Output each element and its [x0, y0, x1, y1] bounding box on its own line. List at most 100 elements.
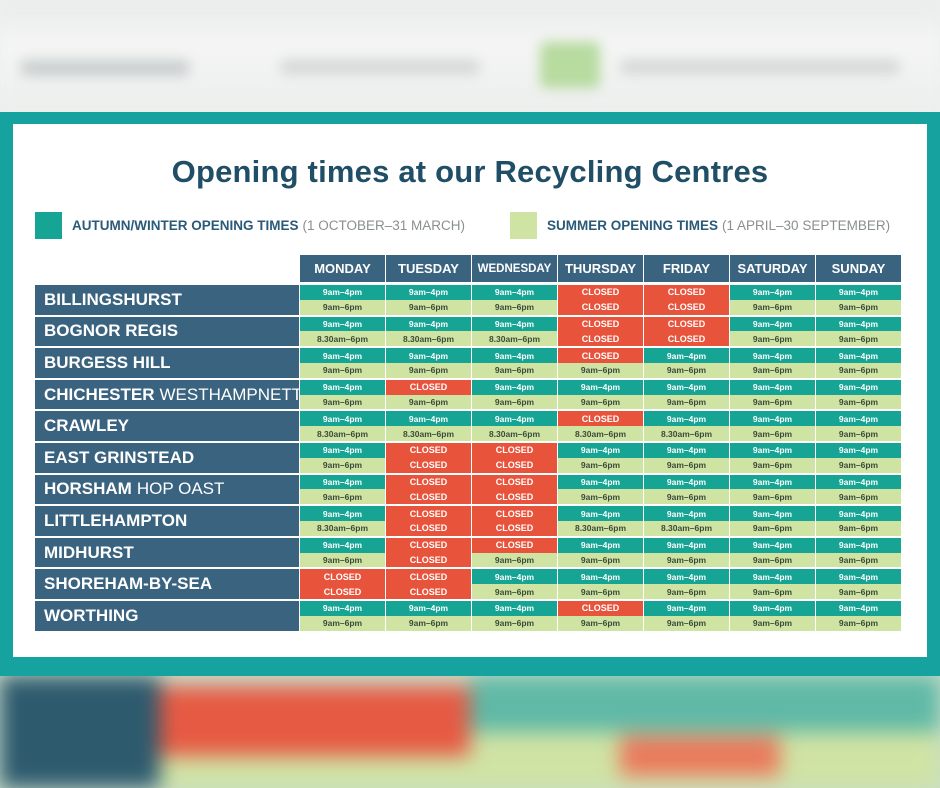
hours-cell: 9am–4pm 9am–6pm: [815, 316, 901, 349]
centre-name-suffix: WESTHAMPNETT: [159, 384, 303, 404]
hours-cell: 9am–4pm 9am–6pm: [815, 442, 901, 475]
autumn-winter-hours: 9am–4pm: [472, 348, 557, 363]
centre-name-label: BOGNOR REGIS: [44, 321, 179, 341]
autumn-winter-hours: 9am–4pm: [300, 537, 385, 553]
hours-cell: 9am–4pm 8.30am–6pm: [299, 411, 385, 443]
autumn-winter-hours: 9am–4pm: [300, 474, 385, 490]
hours-cell: CLOSED 9am–6pm: [557, 348, 643, 380]
centre-name-label: CRAWLEY: [44, 416, 129, 436]
summer-hours: CLOSED: [472, 520, 557, 536]
summer-hours: 9am–6pm: [558, 394, 643, 410]
hours-cell: CLOSED CLOSED: [557, 316, 643, 349]
summer-hours: CLOSED: [386, 489, 471, 505]
hours-cell: CLOSED 9am–6pm: [471, 537, 557, 570]
autumn-winter-hours: CLOSED: [386, 474, 471, 490]
autumn-winter-hours: 9am–4pm: [558, 506, 643, 521]
blurred-background-top: [0, 0, 940, 112]
summer-hours: 9am–6pm: [386, 394, 471, 410]
autumn-winter-hours: CLOSED: [386, 537, 471, 553]
autumn-winter-hours: 9am–4pm: [472, 569, 557, 585]
hours-cell: 9am–4pm 9am–6pm: [729, 411, 815, 443]
autumn-winter-hours: 9am–4pm: [300, 442, 385, 458]
autumn-winter-hours: 9am–4pm: [730, 537, 815, 553]
hours-cell: CLOSED CLOSED: [471, 442, 557, 475]
summer-hours: 9am–6pm: [558, 552, 643, 568]
legend-autumn-winter-swatch: [35, 211, 62, 239]
centre-name: LITTLEHAMPTON: [35, 506, 299, 538]
summer-hours: 8.30am–6pm: [558, 426, 643, 441]
autumn-winter-hours: CLOSED: [386, 379, 471, 395]
hours-cell: 9am–4pm 9am–6pm: [299, 537, 385, 570]
autumn-winter-hours: 9am–4pm: [644, 506, 729, 521]
hours-cell: 9am–4pm 9am–6pm: [729, 537, 815, 570]
hours-cell: 9am–4pm 9am–6pm: [729, 316, 815, 349]
hours-cell: 9am–4pm 9am–6pm: [557, 379, 643, 412]
day-header-tuesday: TUESDAY: [385, 255, 471, 282]
autumn-winter-hours: 9am–4pm: [386, 411, 471, 427]
hours-cell: 9am–4pm 9am–6pm: [557, 537, 643, 570]
summer-hours: 9am–6pm: [644, 457, 729, 473]
autumn-winter-hours: CLOSED: [558, 285, 643, 300]
centre-name-label: CHICHESTER: [44, 384, 155, 404]
centre-name-suffix: HOP OAST: [136, 479, 225, 499]
summer-hours: CLOSED: [300, 584, 385, 599]
hours-cell: CLOSED CLOSED: [385, 537, 471, 570]
summer-hours: 8.30am–6pm: [644, 520, 729, 536]
summer-hours: 8.30am–6pm: [300, 520, 385, 536]
hours-cell: CLOSED CLOSED: [643, 316, 729, 349]
hours-cell: 9am–4pm 9am–6pm: [643, 569, 729, 601]
summer-hours: 9am–6pm: [558, 362, 643, 378]
summer-hours: 9am–6pm: [558, 615, 643, 631]
summer-hours: CLOSED: [386, 584, 471, 599]
centre-name: BOGNOR REGIS: [35, 316, 299, 349]
summer-hours: 9am–6pm: [816, 584, 901, 599]
summer-hours: 9am–6pm: [816, 362, 901, 378]
hours-cell: 9am–4pm 8.30am–6pm: [385, 316, 471, 349]
autumn-winter-hours: 9am–4pm: [558, 537, 643, 553]
hours-cell: CLOSED CLOSED: [471, 474, 557, 507]
hours-cell: 9am–4pm 9am–6pm: [815, 379, 901, 412]
centre-name-label: BILLINGSHURST: [44, 289, 182, 309]
summer-hours: 9am–6pm: [644, 584, 729, 599]
summer-hours: 9am–6pm: [472, 552, 557, 568]
hours-cell: CLOSED CLOSED: [385, 506, 471, 538]
autumn-winter-hours: 9am–4pm: [644, 474, 729, 490]
summer-hours: 9am–6pm: [472, 584, 557, 599]
hours-cell: CLOSED 9am–6pm: [385, 379, 471, 412]
autumn-winter-hours: 9am–4pm: [644, 442, 729, 458]
hours-cell: 9am–4pm 9am–6pm: [643, 600, 729, 633]
hours-cell: 9am–4pm 9am–6pm: [471, 379, 557, 412]
hours-cell: 9am–4pm 9am–6pm: [815, 474, 901, 507]
autumn-winter-hours: CLOSED: [558, 348, 643, 363]
autumn-winter-hours: 9am–4pm: [472, 600, 557, 616]
centre-name: HORSHAM HOP OAST: [35, 474, 299, 507]
summer-hours: CLOSED: [386, 520, 471, 536]
summer-hours: 9am–6pm: [386, 615, 471, 631]
hours-cell: 9am–4pm 9am–6pm: [643, 537, 729, 570]
summer-hours: 9am–6pm: [816, 489, 901, 505]
hours-cell: 9am–4pm 9am–6pm: [471, 348, 557, 380]
summer-hours: CLOSED: [472, 457, 557, 473]
hours-cell: 9am–4pm 9am–6pm: [643, 348, 729, 380]
hours-cell: 9am–4pm 9am–6pm: [729, 600, 815, 633]
autumn-winter-hours: CLOSED: [644, 285, 729, 300]
hours-cell: 9am–4pm 9am–6pm: [557, 569, 643, 601]
hours-cell: 9am–4pm 9am–6pm: [643, 379, 729, 412]
hours-cell: 9am–4pm 9am–6pm: [729, 285, 815, 317]
hours-cell: 9am–4pm 9am–6pm: [299, 348, 385, 380]
autumn-winter-hours: 9am–4pm: [558, 474, 643, 490]
hours-cell: CLOSED CLOSED: [299, 569, 385, 601]
autumn-winter-hours: 9am–4pm: [816, 506, 901, 521]
hours-cell: 9am–4pm 9am–6pm: [299, 474, 385, 507]
poster-title: Opening times at our Recycling Centres: [171, 154, 769, 189]
hours-cell: CLOSED 9am–6pm: [557, 600, 643, 633]
hours-cell: 9am–4pm 9am–6pm: [729, 506, 815, 538]
autumn-winter-hours: 9am–4pm: [558, 569, 643, 585]
hours-cell: 9am–4pm 9am–6pm: [815, 348, 901, 380]
hours-cell: 9am–4pm 9am–6pm: [557, 474, 643, 507]
summer-hours: 9am–6pm: [300, 489, 385, 505]
centre-name: SHOREHAM-BY-SEA: [35, 569, 299, 601]
hours-cell: 9am–4pm 8.30am–6pm: [385, 411, 471, 443]
autumn-winter-hours: 9am–4pm: [558, 379, 643, 395]
summer-hours: 9am–6pm: [644, 615, 729, 631]
